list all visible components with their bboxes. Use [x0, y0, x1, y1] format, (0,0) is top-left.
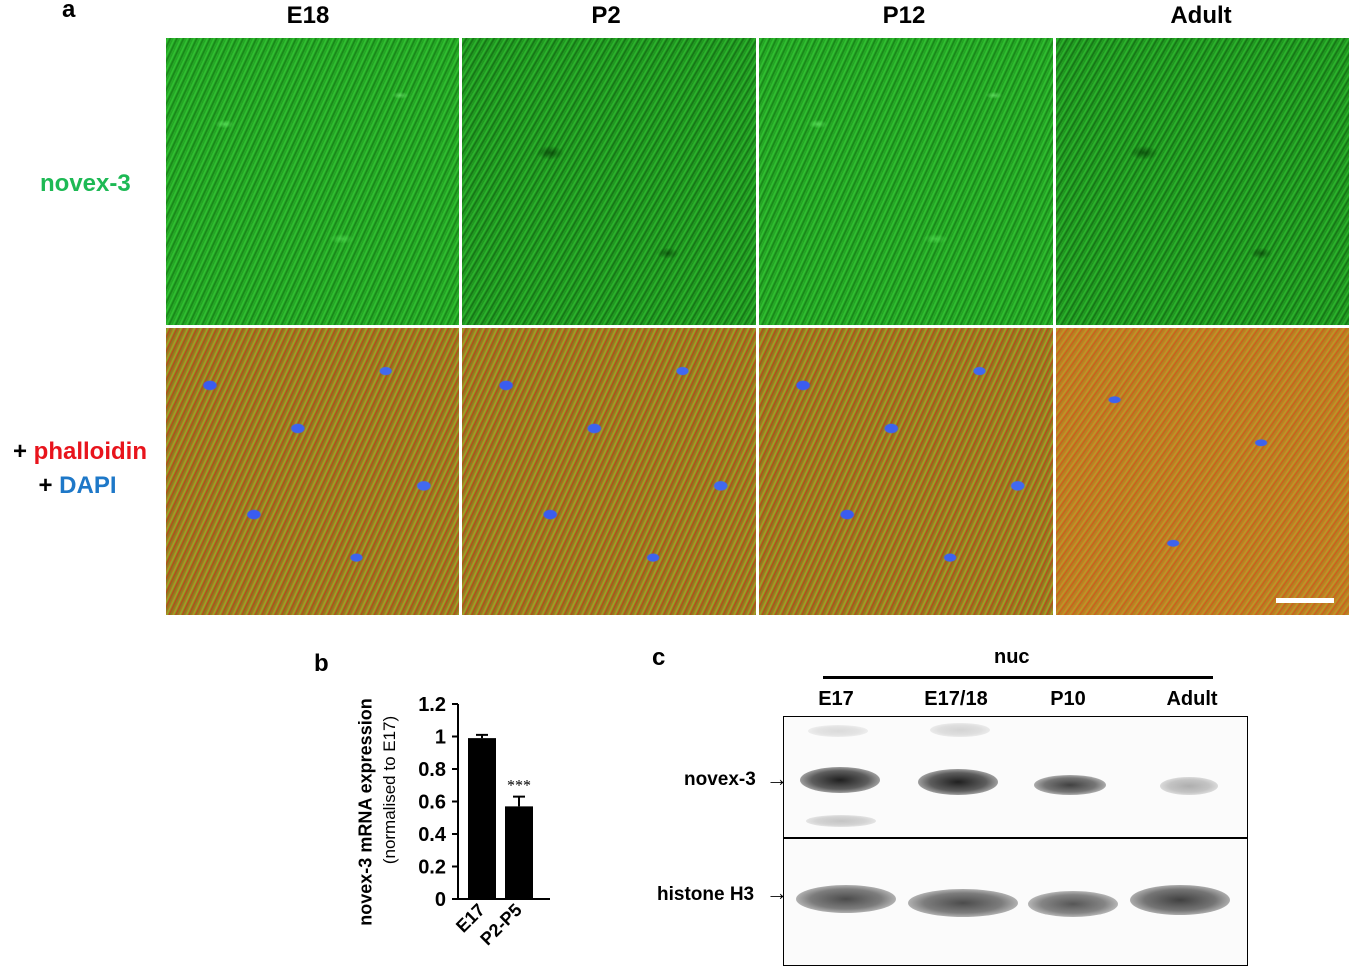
nuc-group-label: nuc	[994, 646, 1030, 668]
band-novex3-e17	[800, 767, 880, 793]
western-blot-histone-h3	[783, 838, 1248, 966]
lane-label-p10: P10	[1050, 688, 1086, 710]
y-tick-label: 1	[435, 727, 446, 749]
band-novex3-p10	[1034, 775, 1106, 795]
band-novex3-e17-18	[918, 769, 998, 795]
column-label-adult: Adult	[1170, 2, 1232, 29]
blot-label-novex3: novex-3	[684, 769, 756, 790]
chart-ylabel-main: novex-3 mRNA expression	[355, 698, 376, 926]
y-tick-label: 0.4	[418, 824, 447, 846]
x-tick-label: P2-P5	[476, 900, 526, 950]
column-label-e18: E18	[286, 2, 330, 29]
nuc-group-line	[823, 676, 1213, 679]
band-h3-adult	[1130, 885, 1230, 915]
dapi-label: DAPI	[59, 472, 117, 499]
micrograph-merge-adult	[1056, 328, 1349, 615]
phalloidin-label: phalloidin	[33, 438, 147, 465]
lane-label-adult: Adult	[1166, 688, 1218, 710]
scale-bar	[1276, 598, 1334, 603]
panel-c-letter: c	[652, 644, 666, 671]
band-novex3-adult	[1160, 777, 1218, 795]
blot-label-histone-h3: histone H3	[657, 884, 755, 905]
western-blot-novex3	[783, 716, 1248, 838]
band-faint-e17-18-upper	[930, 723, 990, 737]
micrograph-novex3-e18	[166, 38, 459, 325]
micrograph-novex3-adult	[1056, 38, 1349, 325]
arrow-right-icon: →	[766, 880, 788, 905]
plus-sign-1: +	[12, 438, 27, 465]
y-tick-label: 0.2	[418, 857, 446, 879]
row-label-merge-line2: + DAPI	[0, 472, 155, 500]
micrograph-merge-p12	[759, 328, 1053, 615]
band-h3-p10	[1028, 891, 1118, 917]
row-label-novex3: novex-3	[40, 170, 131, 197]
micrograph-novex3-p2	[462, 38, 756, 325]
y-tick-label: 0	[435, 889, 446, 911]
y-tick-label: 0.8	[418, 759, 446, 781]
band-faint-e17-lower	[806, 815, 876, 827]
bar-p2-p5	[505, 806, 533, 899]
band-h3-e17-18	[908, 889, 1018, 917]
plus-sign-2: +	[38, 472, 53, 499]
band-faint-e17-upper	[808, 725, 868, 737]
column-label-p2: P2	[591, 2, 621, 29]
micrograph-merge-p2	[462, 328, 756, 615]
micrograph-novex3-p12	[759, 38, 1053, 325]
lane-label-e17: E17	[818, 688, 854, 710]
significance-marker: ***	[507, 778, 531, 795]
y-tick-label: 1.2	[418, 694, 446, 716]
bar-e17	[468, 738, 496, 899]
arrow-right-icon: →	[766, 766, 788, 791]
row-label-merge-line1: + phalloidin	[0, 438, 160, 466]
panel-b-letter: b	[314, 650, 329, 677]
band-h3-e17	[796, 885, 896, 913]
micrograph-merge-e18	[166, 328, 459, 615]
y-tick-label: 0.6	[418, 792, 446, 814]
panel-a-letter: a	[62, 0, 76, 23]
lane-label-e17-18: E17/18	[924, 688, 988, 710]
chart-ylabel-sub: (normalised to E17)	[380, 715, 399, 865]
column-label-p12: P12	[882, 2, 926, 29]
